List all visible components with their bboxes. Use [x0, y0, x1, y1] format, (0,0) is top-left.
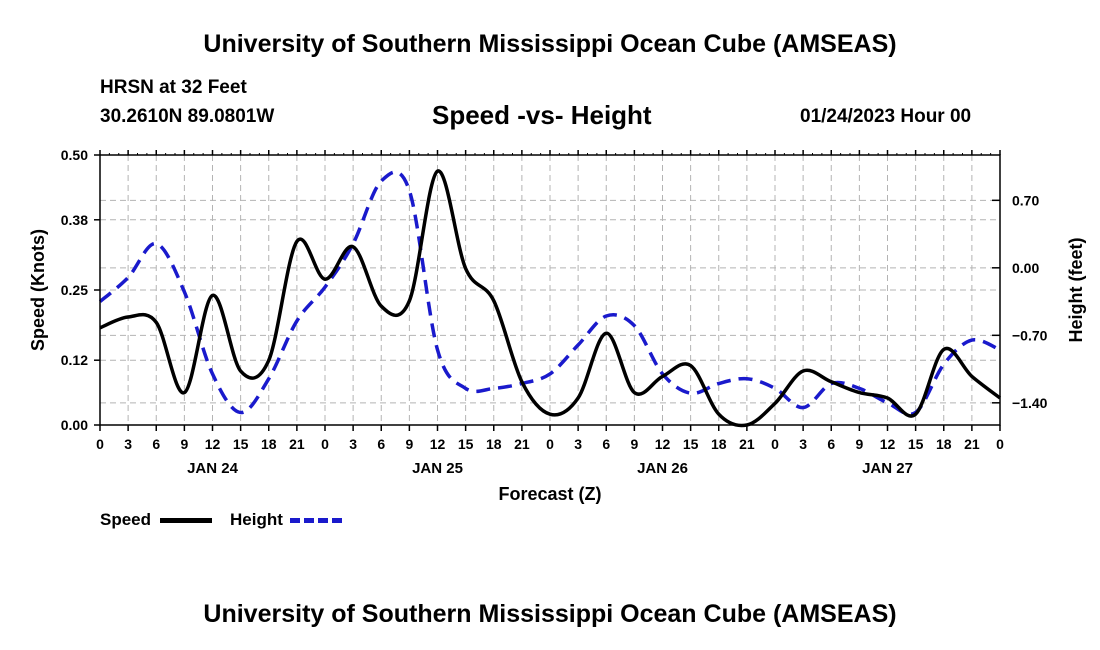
plot-frame [99, 154, 1001, 426]
x-tick-label: 0 [996, 436, 1004, 452]
x-tick-label: 0 [546, 436, 554, 452]
y2-tick-label: −1.40 [1012, 395, 1048, 411]
x-tick-label: 15 [908, 436, 924, 452]
speed-series-line [99, 169, 1002, 428]
x-tick-label: 21 [739, 436, 755, 452]
x-tick-label: 12 [655, 436, 671, 452]
forecast-date: 01/24/2023 Hour 00 [800, 106, 972, 127]
y2-axis-title: Height (feet) [1066, 238, 1086, 343]
x-tick-label: 3 [799, 436, 807, 452]
y2-tick-label: 0.70 [1012, 192, 1039, 208]
y-tick-label: 0.25 [61, 282, 88, 298]
x-axis-title: Forecast (Z) [498, 484, 601, 504]
main-title: University of Southern Mississippi Ocean… [203, 30, 897, 58]
x-tick-label: 3 [574, 436, 582, 452]
x-tick-label: 15 [458, 436, 474, 452]
x-tick-label: 9 [855, 436, 863, 452]
legend-height-swatch [290, 518, 342, 523]
x-tick-label: 12 [880, 436, 896, 452]
x-tick-label: 15 [683, 436, 699, 452]
footer-title: University of Southern Mississippi Ocean… [203, 600, 897, 628]
x-tick-label: 6 [152, 436, 160, 452]
y-axis-title: Speed (Knots) [28, 229, 48, 351]
day-label: JAN 24 [187, 460, 239, 477]
x-tick-label: 18 [936, 436, 952, 452]
x-tick-label: 15 [233, 436, 249, 452]
x-tick-label: 6 [377, 436, 385, 452]
x-tick-label: 12 [205, 436, 221, 452]
legend-speed-label: Speed [100, 510, 152, 529]
y-tick-label: 0.38 [61, 212, 88, 228]
x-tick-label: 12 [430, 436, 446, 452]
coordinates-label: 30.2610N 89.0801W [100, 106, 275, 127]
x-tick-label: 0 [771, 436, 779, 452]
y2-tick-label: −0.70 [1012, 327, 1048, 343]
station-label: HRSN at 32 Feet [100, 77, 247, 98]
x-tick-label: 21 [514, 436, 530, 452]
y-tick-label: 0.12 [61, 352, 88, 368]
y-tick-label: 0.50 [61, 147, 88, 163]
x-tick-label: 6 [827, 436, 835, 452]
y2-tick-label: 0.00 [1012, 260, 1039, 276]
day-label: JAN 27 [862, 460, 913, 477]
chart-title: Speed -vs- Height [432, 100, 652, 130]
x-tick-label: 18 [261, 436, 277, 452]
x-tick-label: 18 [711, 436, 727, 452]
legend-speed-swatch [160, 518, 212, 523]
y-tick-label: 0.00 [61, 417, 88, 433]
x-tick-label: 0 [321, 436, 329, 452]
x-tick-label: 21 [289, 436, 305, 452]
x-tick-label: 9 [630, 436, 638, 452]
legend-height-label: Height [230, 510, 283, 529]
x-tick-label: 18 [486, 436, 502, 452]
x-tick-label: 6 [602, 436, 610, 452]
x-tick-label: 9 [405, 436, 413, 452]
day-label: JAN 25 [412, 460, 463, 477]
x-tick-label: 0 [96, 436, 104, 452]
x-tick-label: 3 [124, 436, 132, 452]
x-tick-label: 3 [349, 436, 357, 452]
x-tick-label: 21 [964, 436, 980, 452]
x-tick-label: 9 [180, 436, 188, 452]
day-label: JAN 26 [637, 460, 688, 477]
